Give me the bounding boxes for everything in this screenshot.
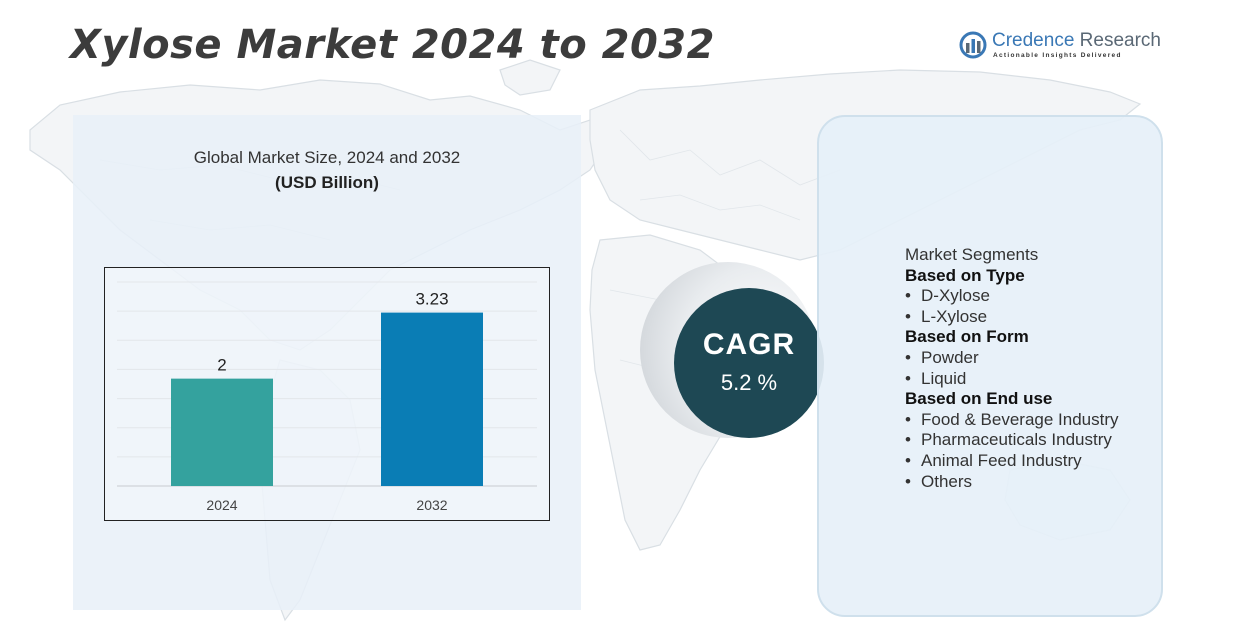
cagr-badge: CAGR 5.2 % bbox=[640, 262, 830, 452]
bar-value-label: 3.23 bbox=[415, 290, 448, 309]
bar-value-label: 2 bbox=[217, 356, 226, 375]
segments-heading: Market Segments bbox=[905, 245, 1039, 264]
x-tick-label: 2024 bbox=[206, 497, 237, 513]
segment-item: L-Xylose bbox=[905, 307, 1119, 328]
logo-mark-icon bbox=[959, 31, 987, 59]
segment-item: Liquid bbox=[905, 369, 1119, 390]
segment-item: D-Xylose bbox=[905, 286, 1119, 307]
logo-tagline: Actionable Insights Delivered bbox=[993, 52, 1122, 59]
page-title: Xylose Market 2024 to 2032 bbox=[70, 22, 715, 68]
segment-item: Food & Beverage Industry bbox=[905, 410, 1119, 431]
market-segments-panel: Market Segments Based on Type D-Xylose L… bbox=[817, 115, 1163, 617]
segment-list: Market Segments Based on Type D-Xylose L… bbox=[905, 245, 1119, 492]
chart-frame: 2 2024 3.23 2032 bbox=[104, 267, 550, 521]
cagr-label: CAGR bbox=[702, 328, 796, 361]
segment-item: Pharmaceuticals Industry bbox=[905, 430, 1119, 451]
logo-name-part1: Credence bbox=[992, 30, 1075, 51]
segment-group-end-use-title: Based on End use bbox=[905, 389, 1053, 409]
x-tick-label: 2032 bbox=[416, 497, 447, 513]
chart-title: Global Market Size, 2024 and 2032 bbox=[193, 148, 461, 167]
bar-chart: 2 2024 3.23 2032 bbox=[117, 281, 537, 513]
segment-item: Powder bbox=[905, 348, 1119, 369]
segment-item: Others bbox=[905, 472, 1119, 493]
segment-group-form-title: Based on Form bbox=[905, 327, 1029, 347]
logo-name-part2: Research bbox=[1074, 30, 1161, 51]
segment-item: Animal Feed Industry bbox=[905, 451, 1119, 472]
logo-name: Credence Research bbox=[992, 30, 1161, 52]
chart-panel: Global Market Size, 2024 and 2032 (USD B… bbox=[73, 115, 581, 610]
cagr-value: 5.2 % bbox=[720, 370, 778, 395]
credence-research-logo: Credence Research Actionable Insights De… bbox=[958, 28, 1161, 64]
bar-2032 bbox=[381, 312, 483, 486]
segment-group-type-title: Based on Type bbox=[905, 265, 1025, 285]
chart-unit: (USD Billion) bbox=[275, 173, 379, 192]
bar-2024 bbox=[171, 378, 273, 486]
cagr-circle: CAGR 5.2 % bbox=[674, 288, 824, 438]
